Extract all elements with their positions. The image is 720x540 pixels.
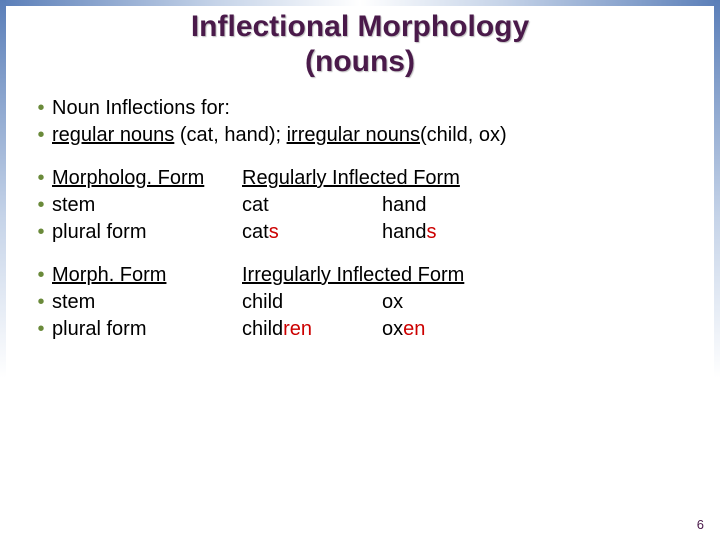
regular-plural-row: • plural form cats hands (30, 219, 690, 246)
irreg-plural-2-stem: ox (382, 318, 403, 340)
plural-label: plural form (52, 219, 242, 246)
plural-label-2: plural form (52, 316, 242, 343)
irregular-header-row: • Morph. Form Irregularly Inflected Form (30, 262, 690, 289)
slide-body: • Noun Inflections for: • regular nouns … (0, 85, 720, 343)
regularly-inflected-header: Regularly Inflected Form (242, 165, 460, 192)
reg-stem-1: cat (242, 192, 382, 219)
intro-line1: • Noun Inflections for: (30, 95, 690, 122)
irreg-stem-1: child (242, 289, 382, 316)
bullet-icon: • (30, 316, 52, 343)
intro-line2: • regular nouns (cat, hand); irregular n… (30, 122, 690, 149)
intro-text1: Noun Inflections for: (52, 95, 690, 122)
reg-plural-2: hands (382, 219, 522, 246)
irregular-group: • Morph. Form Irregularly Inflected Form… (30, 262, 690, 343)
stem-label-2: stem (52, 289, 242, 316)
irregular-nouns-label: irregular nouns (287, 124, 420, 146)
reg-stem-2: hand (382, 192, 522, 219)
page-number: 6 (697, 517, 704, 532)
reg-plural-1-suffix: s (269, 221, 279, 243)
regular-header-row: • Morpholog. Form Regularly Inflected Fo… (30, 165, 690, 192)
morph-form-header: Morpholog. Form (52, 165, 242, 192)
decorative-border-right (714, 0, 720, 540)
irregular-nouns-examples: (child, ox) (420, 124, 507, 146)
irreg-stem-2: ox (382, 289, 522, 316)
bullet-icon: • (30, 95, 52, 122)
reg-plural-2-stem: hand (382, 221, 427, 243)
bullet-icon: • (30, 165, 52, 192)
decorative-border-top (0, 0, 720, 6)
regular-nouns-examples: (cat, hand); (174, 124, 286, 146)
irreg-plural-2-suffix: en (403, 318, 425, 340)
regular-stem-row: • stem cat hand (30, 192, 690, 219)
slide-title: Inflectional Morphology (nouns) (0, 0, 720, 85)
irreg-plural-1-suffix: ren (283, 318, 312, 340)
title-line2: (nouns) (305, 45, 415, 78)
irreg-plural-2: oxen (382, 316, 522, 343)
bullet-icon: • (30, 122, 52, 149)
irregular-plural-row: • plural form children oxen (30, 316, 690, 343)
bullet-icon: • (30, 289, 52, 316)
morph-form-header-2: Morph. Form (52, 262, 242, 289)
decorative-border-left (0, 0, 6, 540)
irreg-plural-1: children (242, 316, 382, 343)
reg-plural-2-suffix: s (427, 221, 437, 243)
reg-plural-1-stem: cat (242, 221, 269, 243)
title-line1: Inflectional Morphology (191, 10, 529, 43)
intro-group: • Noun Inflections for: • regular nouns … (30, 95, 690, 149)
bullet-icon: • (30, 219, 52, 246)
bullet-icon: • (30, 192, 52, 219)
regular-nouns-label: regular nouns (52, 124, 174, 146)
regular-group: • Morpholog. Form Regularly Inflected Fo… (30, 165, 690, 246)
intro-text2: regular nouns (cat, hand); irregular nou… (52, 122, 690, 149)
irregularly-inflected-header: Irregularly Inflected Form (242, 262, 464, 289)
stem-label: stem (52, 192, 242, 219)
bullet-icon: • (30, 262, 52, 289)
reg-plural-1: cats (242, 219, 382, 246)
irregular-stem-row: • stem child ox (30, 289, 690, 316)
irreg-plural-1-stem: child (242, 318, 283, 340)
